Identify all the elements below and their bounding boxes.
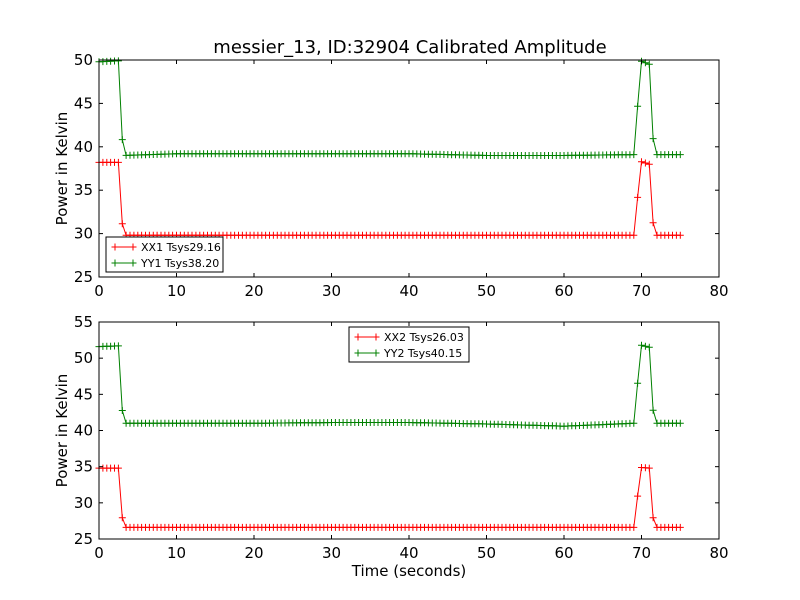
legend-label: YY1 Tsys38.20: [140, 257, 219, 270]
data-point-marker: [638, 341, 645, 349]
data-point-marker: [645, 464, 653, 472]
data-point-marker: [630, 151, 638, 159]
data-point-marker: [676, 419, 684, 427]
y-tick-label: 55: [74, 313, 93, 331]
x-tick-label: 40: [399, 544, 418, 562]
series-xx1: [95, 158, 684, 239]
x-tick-label: 30: [322, 544, 341, 562]
x-tick-label: 20: [244, 544, 263, 562]
data-point-marker: [114, 342, 122, 350]
x-tick-label: 0: [94, 544, 104, 562]
y-tick-label: 45: [74, 94, 93, 112]
y-tick-label: 40: [74, 422, 93, 440]
y-tick-label: 50: [74, 349, 93, 367]
y-tick-label: 45: [74, 385, 93, 403]
data-point-marker: [630, 419, 638, 427]
data-point-marker: [641, 159, 649, 167]
legend: XX1 Tsys29.16 YY1 Tsys38.20: [105, 236, 224, 273]
data-point-marker: [676, 231, 684, 239]
data-point-marker: [118, 220, 126, 228]
data-point-marker: [634, 193, 642, 201]
legend-label: YY2 Tsys40.15: [383, 347, 462, 360]
chart-title: messier_13, ID:32904 Calibrated Amplitud…: [213, 37, 606, 58]
series-xx2: [95, 464, 684, 531]
data-point-marker: [634, 102, 642, 110]
x-tick-label: 80: [709, 282, 728, 300]
data-point-marker: [676, 523, 684, 531]
data-point-marker: [649, 219, 657, 227]
data-point-marker: [641, 342, 649, 350]
series-yy1: [95, 57, 684, 159]
data-point-marker: [114, 57, 122, 65]
data-point-marker: [118, 136, 126, 144]
data-point-marker: [114, 464, 122, 472]
data-point-marker: [676, 151, 684, 159]
legend-marker: [372, 349, 380, 357]
legend-marker: [354, 349, 362, 357]
legend: XX2 Tsys26.03 YY2 Tsys40.15: [348, 326, 470, 363]
data-point-marker: [649, 514, 657, 522]
legend-label: XX2 Tsys26.03: [384, 331, 464, 344]
y-tick-label: 25: [74, 268, 93, 286]
x-tick-label: 20: [244, 282, 263, 300]
y-tick-label: 35: [74, 181, 93, 199]
x-tick-label: 70: [632, 544, 651, 562]
x-tick-label: 10: [167, 282, 186, 300]
legend-marker: [372, 333, 380, 341]
subplot-2: 0 10 20 30 40 50 60 70 80 25 30 35 40 45 50 55 Power in …: [53, 313, 729, 580]
y-tick-label: 30: [74, 225, 93, 243]
legend-box: [105, 236, 224, 273]
series-line: [99, 466, 681, 528]
data-point-marker: [634, 379, 642, 387]
x-tick-label: 40: [399, 282, 418, 300]
subplot-1: 0 10 20 30 40 50 60 70 80 25 30 35 40 45 50 Power in Ke…: [53, 51, 729, 300]
legend-label: XX1 Tsys29.16: [141, 241, 221, 254]
data-point-marker: [645, 60, 653, 68]
y-axis-label: Power in Kelvin: [53, 112, 71, 226]
y-tick-label: 40: [74, 138, 93, 156]
data-point-marker: [114, 158, 122, 166]
data-point-marker: [645, 160, 653, 168]
x-tick-label: 0: [94, 282, 104, 300]
legend-marker: [129, 259, 137, 267]
x-tick-label: 60: [554, 282, 573, 300]
data-point-marker: [649, 135, 657, 143]
y-tick-label: 30: [74, 494, 93, 512]
y-tick-label: 25: [74, 530, 93, 548]
data-point-marker: [649, 406, 657, 414]
x-tick-label: 60: [554, 544, 573, 562]
y-axis-label: Power in Kelvin: [53, 374, 71, 488]
y-tick-label: 35: [74, 458, 93, 476]
series-line: [99, 161, 681, 236]
x-tick-label: 70: [632, 282, 651, 300]
x-tick-label: 50: [477, 282, 496, 300]
y-tick-label: 50: [74, 51, 93, 69]
legend-box: [348, 326, 470, 363]
legend-marker: [111, 243, 119, 251]
series-line: [98, 60, 681, 156]
data-point-marker: [638, 158, 645, 166]
series-yy2: [95, 341, 684, 430]
x-tick-label: 50: [477, 544, 496, 562]
data-point-marker: [118, 514, 126, 522]
x-axis-label: Time (seconds): [351, 562, 467, 580]
data-point-marker: [630, 523, 638, 531]
x-tick-label: 30: [322, 282, 341, 300]
x-tick-label: 80: [709, 544, 728, 562]
x-tick-label: 10: [167, 544, 186, 562]
data-point-marker: [645, 343, 653, 351]
data-point-marker: [118, 407, 126, 414]
data-point-marker: [630, 231, 638, 239]
legend-marker: [111, 259, 119, 267]
legend-marker: [354, 333, 362, 341]
data-point-marker: [634, 492, 642, 500]
legend-marker: [129, 243, 137, 251]
